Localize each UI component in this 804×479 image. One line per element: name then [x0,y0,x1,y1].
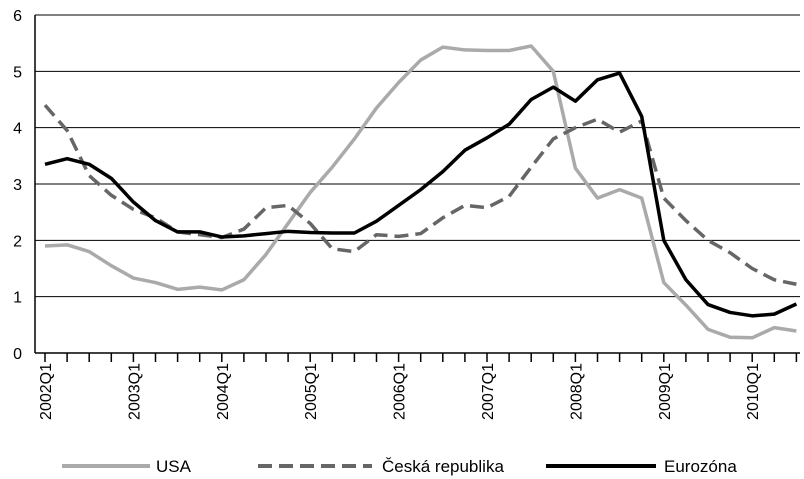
series-line [44,71,798,318]
y-tick-label: 5 [13,64,22,81]
x-tick-label: 2006Q1 [392,363,409,420]
y-tick-label: 4 [13,121,22,138]
x-tick-label: 2002Q1 [38,363,55,420]
series-line [44,44,797,340]
x-tick-label: 2010Q1 [745,363,762,420]
y-tick-label: 3 [13,177,22,194]
y-tick-label: 0 [13,346,22,363]
legend-label: USA [156,457,192,476]
legend-label: Česká republika [382,457,504,476]
x-tick-label: 2007Q1 [480,363,497,420]
x-tick-label: 2005Q1 [303,363,320,420]
y-tick-label: 2 [13,233,22,250]
legend-label: Eurozóna [664,457,737,476]
series-line [43,103,797,286]
x-tick-label: 2003Q1 [126,363,143,420]
x-tick-label: 2004Q1 [215,363,232,420]
x-tick-label: 2009Q1 [657,363,674,420]
x-tick-label: 2008Q1 [568,363,585,420]
y-tick-label: 6 [13,8,22,25]
y-tick-label: 1 [13,290,22,307]
